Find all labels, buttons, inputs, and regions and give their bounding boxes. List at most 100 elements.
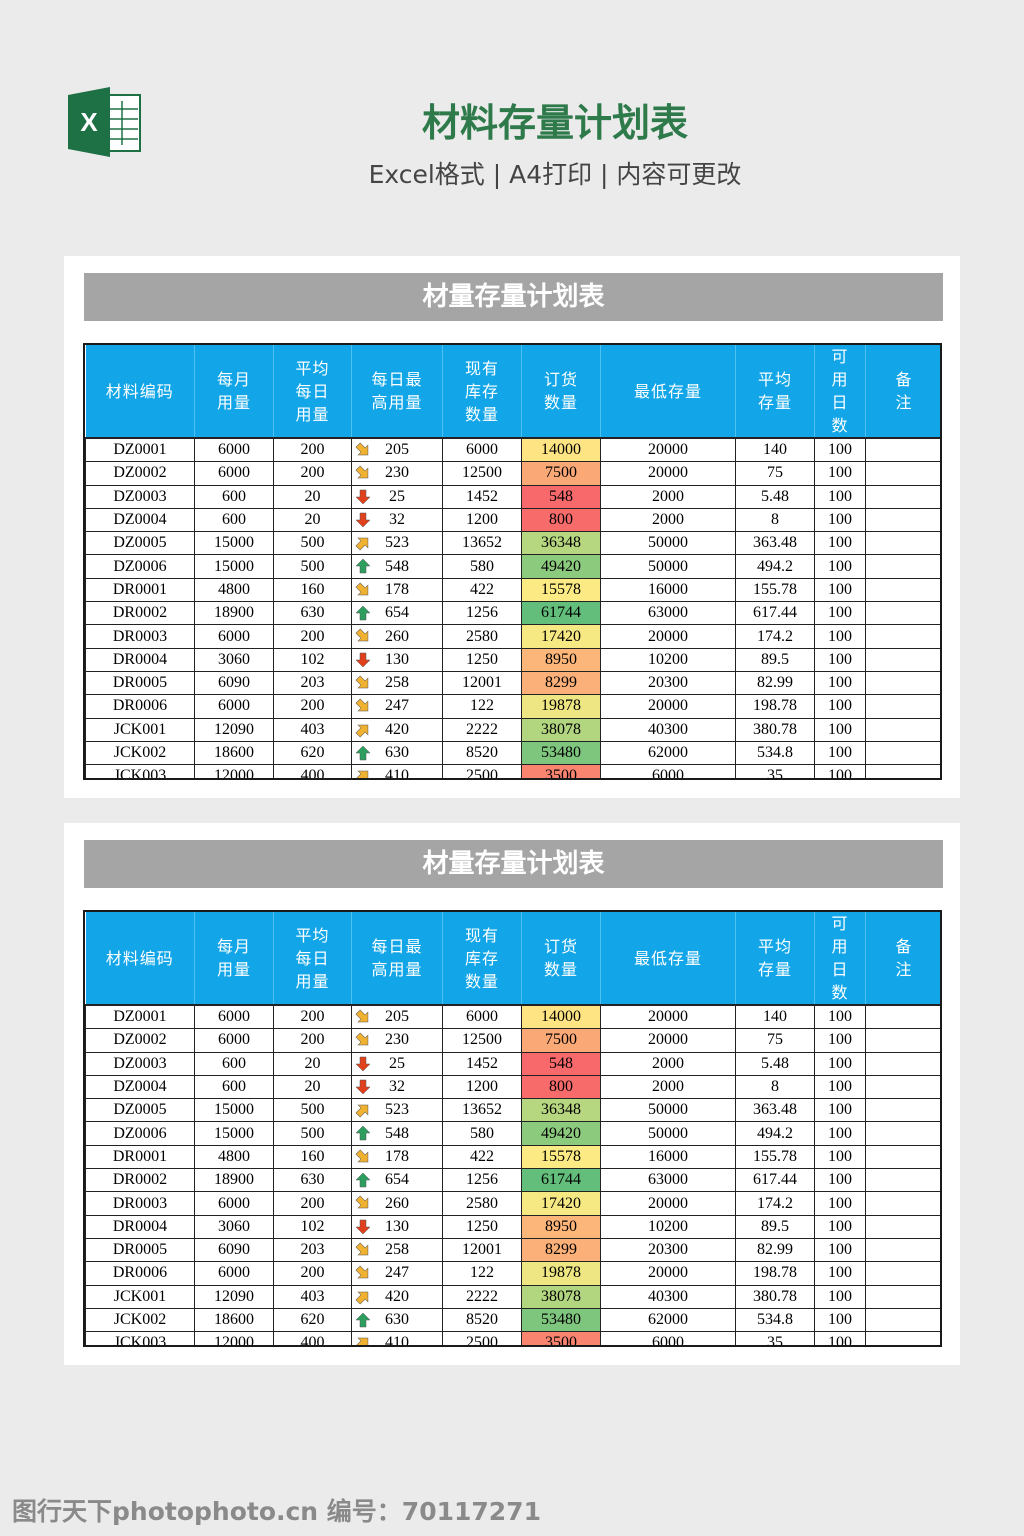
cell: 654: [351, 601, 443, 626]
cell: 12001: [442, 1237, 522, 1263]
cell: 2000: [600, 507, 736, 533]
cell: 18600: [194, 740, 274, 766]
table-head: 材料编码 每月用量 平均每日用量 每日最高用量 现有库存数量 订货数量 最低存量 平均存量 可用…: [85, 345, 940, 438]
cell: 200: [273, 624, 352, 649]
cell: 363.48: [735, 1098, 815, 1123]
remark-cell: [865, 740, 940, 766]
cell: 260: [351, 624, 443, 649]
cell: JCK002: [85, 1307, 195, 1333]
cell: 100: [814, 484, 866, 509]
cell: 75: [735, 1028, 815, 1053]
cell: 53480: [521, 1307, 601, 1333]
svg-text:X: X: [80, 107, 98, 137]
data-row: DR0006 6000 200 247 122 19878 20000 198.78 100: [85, 1261, 940, 1286]
cell: 230: [351, 1028, 443, 1053]
data-row: DR0002 18900 630 654 1256 61744 63000 617.44 100: [85, 1168, 940, 1193]
remark-cell: [865, 1261, 940, 1286]
cell: 8: [735, 1074, 815, 1100]
cell: 50000: [600, 1098, 736, 1123]
cell: 100: [814, 1331, 866, 1345]
cell: 1452: [442, 484, 522, 509]
cell: DZ0002: [85, 461, 195, 486]
cell: 4800: [194, 1144, 274, 1170]
cell: 12500: [442, 1028, 522, 1053]
cell: 20: [273, 1051, 352, 1076]
cell: 2500: [442, 1331, 522, 1345]
cell: 258: [351, 1237, 443, 1263]
cell: 16000: [600, 577, 736, 603]
cell: 20000: [600, 1004, 736, 1030]
cell: 422: [442, 1144, 522, 1170]
table-body: DZ0001 6000 200 205 6000 14000 20000 140 100 DZ00…: [85, 1004, 940, 1345]
cell: 100: [814, 694, 866, 719]
cell: 494.2: [735, 1121, 815, 1146]
trend-icon: [355, 1219, 371, 1235]
cell: 3060: [194, 647, 274, 672]
data-row: JCK001 12090 403 420 2222 38078 40300 380.78 100: [85, 717, 940, 742]
cell: 100: [814, 670, 866, 696]
cell: 102: [273, 647, 352, 672]
cell: 122: [442, 1261, 522, 1286]
cell: 20000: [600, 694, 736, 719]
cell: 800: [521, 507, 601, 533]
cell: 247: [351, 1261, 443, 1286]
trend-icon: [355, 652, 371, 668]
cell: 6090: [194, 670, 274, 696]
cell: 8: [735, 507, 815, 533]
cell: 40300: [600, 1284, 736, 1309]
cell: 6000: [194, 437, 274, 463]
cell: 6000: [194, 1004, 274, 1030]
cell: 50000: [600, 1121, 736, 1146]
cell: 7500: [521, 1028, 601, 1053]
cell: 1250: [442, 647, 522, 672]
cell: 6000: [600, 1331, 736, 1345]
cell: 800: [521, 1074, 601, 1100]
cell: 1200: [442, 507, 522, 533]
cell: 100: [814, 624, 866, 649]
cell: 32: [351, 1074, 443, 1100]
trend-icon: [355, 1312, 371, 1328]
data-table: 材料编码 每月用量 平均每日用量 每日最高用量 现有库存数量 订货数量 最低存量 平均存量 可用…: [85, 345, 940, 778]
cell: 17420: [521, 624, 601, 649]
cell: 403: [273, 717, 352, 742]
trend-icon: [355, 1149, 369, 1162]
header-row: 材料编码 每月用量 平均每日用量 每日最高用量 现有库存数量 订货数量 最低存量 平均存量 可用…: [85, 345, 940, 438]
cell: 130: [351, 1214, 443, 1239]
remark-cell: [865, 507, 940, 533]
cell: 53480: [521, 740, 601, 766]
cell: DZ0003: [85, 484, 195, 509]
data-row: DZ0005 15000 500 523 13652 36348 50000 363.48 10…: [85, 1098, 940, 1123]
cell: 523: [351, 531, 443, 556]
cell: 61744: [521, 1168, 601, 1193]
cell: 140: [735, 1004, 815, 1030]
cell: 200: [273, 694, 352, 719]
data-row: DZ0001 6000 200 205 6000 14000 20000 140 100: [85, 437, 940, 463]
cell: 40300: [600, 717, 736, 742]
trend-icon: [355, 628, 369, 642]
cell: 198.78: [735, 1261, 815, 1286]
remark-cell: [865, 1214, 940, 1239]
data-row: DR0003 6000 200 260 2580 17420 20000 174.2 100: [85, 1191, 940, 1216]
data-row: DZ0006 15000 500 548 580 49420 50000 494.2 100: [85, 554, 940, 579]
data-row: JCK003 12000 400 410 2500 3500 6000 35 100: [85, 764, 940, 778]
cell: 160: [273, 1144, 352, 1170]
cell: 654: [351, 1168, 443, 1193]
cell: 2222: [442, 1284, 522, 1309]
cell: JCK003: [85, 764, 195, 778]
cell: 600: [194, 507, 274, 533]
column-header: 每月用量: [194, 345, 274, 438]
cell: 36348: [521, 1098, 601, 1123]
trend-icon: [355, 1104, 369, 1118]
cell: 580: [442, 1121, 522, 1146]
cell: 617.44: [735, 601, 815, 626]
column-header: 备 注: [865, 345, 940, 438]
remark-cell: [865, 694, 940, 719]
cell: 410: [351, 764, 443, 778]
data-row: DZ0001 6000 200 205 6000 14000 20000 140 100: [85, 1004, 940, 1030]
data-row: DZ0003 600 20 25 1452 548 2000 5.48 100: [85, 484, 940, 509]
column-header: 备 注: [865, 912, 940, 1005]
cell: 3500: [521, 1331, 601, 1345]
cell: 200: [273, 1004, 352, 1030]
cell: 630: [351, 740, 443, 766]
cell: 7500: [521, 461, 601, 486]
